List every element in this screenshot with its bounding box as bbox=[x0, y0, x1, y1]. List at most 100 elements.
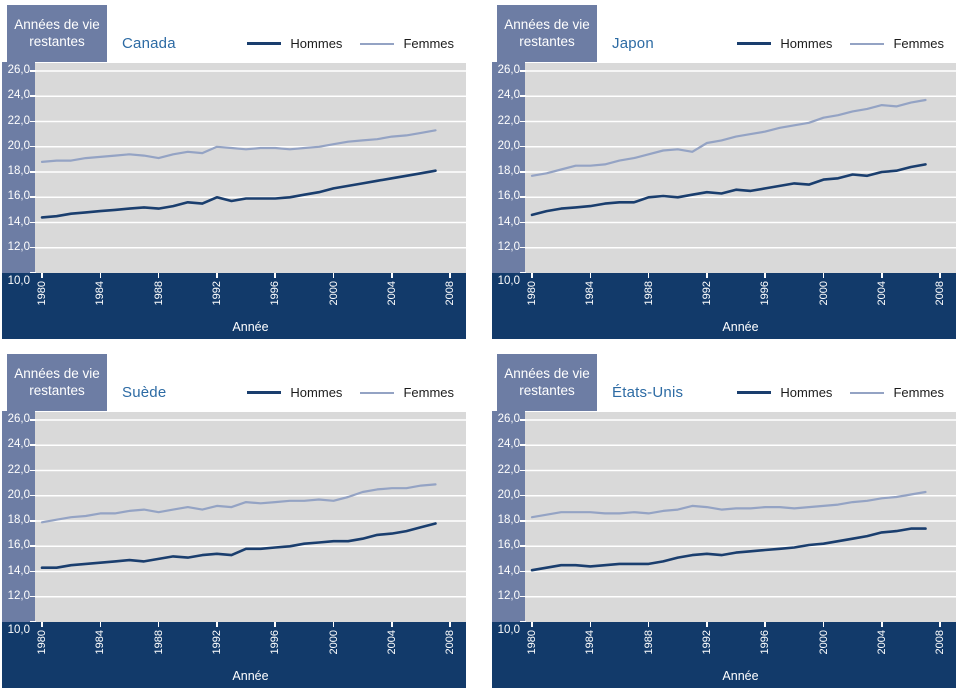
x-axis-tick-mark bbox=[706, 622, 708, 627]
y-axis-title-box: Années de vie restantes bbox=[497, 5, 597, 62]
x-axis-tick-label: 1988 bbox=[642, 281, 655, 306]
y-axis-band bbox=[2, 411, 35, 622]
hommes-line-sample bbox=[737, 391, 772, 394]
y-axis-title-line1: Années de vie bbox=[504, 17, 590, 32]
x-axis-tick-mark bbox=[764, 273, 766, 278]
legend-label-femmes: Femmes bbox=[403, 36, 454, 51]
y-axis-tick-label-min: 10,0 bbox=[497, 275, 520, 287]
x-axis-tick-mark bbox=[647, 273, 650, 278]
x-axis-tick-label: 1992 bbox=[210, 281, 223, 306]
hommes-series-line bbox=[40, 169, 437, 219]
x-axis-tick-mark bbox=[274, 622, 276, 627]
plot-area bbox=[525, 63, 956, 273]
x-axis-tick-mark bbox=[157, 622, 160, 627]
legend-label-femmes: Femmes bbox=[893, 385, 944, 400]
chart-panel-japon: Années de vie restantes Japon Hommes Fem… bbox=[492, 5, 956, 339]
x-axis-tick-label: 2000 bbox=[817, 630, 830, 655]
x-axis-tick-mark bbox=[764, 622, 766, 627]
x-axis-band: 10,0 Année 1980 1984 1988 1992 1996 2000 2004 2… bbox=[492, 273, 956, 339]
x-axis-tick-label: 2008 bbox=[934, 630, 947, 655]
x-axis-tick-label: 1980 bbox=[36, 630, 48, 655]
x-axis-tick-label: 1988 bbox=[152, 281, 165, 306]
y-axis-tick-label-min: 10,0 bbox=[497, 624, 520, 636]
x-axis-tick-label: 2008 bbox=[934, 281, 947, 306]
x-axis-tick-mark bbox=[881, 273, 883, 278]
x-axis-band: 10,0 Année 1980 1984 1988 1992 1996 2000 2004 2… bbox=[2, 273, 466, 339]
x-axis-tick-mark bbox=[706, 273, 708, 278]
x-axis-tick-mark bbox=[332, 273, 335, 278]
x-axis-tick-mark bbox=[157, 273, 160, 278]
x-axis-tick-label: 2000 bbox=[817, 281, 830, 306]
x-axis-tick-mark bbox=[822, 273, 825, 278]
x-axis-tick-label: 1992 bbox=[700, 630, 713, 655]
x-axis-tick-mark bbox=[449, 273, 451, 278]
x-axis-tick-label: 1980 bbox=[526, 630, 538, 655]
x-axis-tick-label: 1984 bbox=[94, 281, 107, 306]
x-axis-tick-label: 1996 bbox=[269, 281, 282, 306]
femmes-series-line bbox=[40, 483, 437, 524]
femmes-line-sample bbox=[360, 391, 395, 394]
line-chart bbox=[525, 419, 956, 598]
x-axis-tick-label: 2004 bbox=[385, 281, 398, 306]
chart-title: Canada bbox=[122, 35, 176, 52]
femmes-line-sample bbox=[360, 42, 395, 45]
x-axis-band: 10,0 Année 1980 1984 1988 1992 1996 2000 2004 2… bbox=[492, 622, 956, 688]
femmes-line-sample bbox=[850, 42, 885, 45]
x-axis-tick-mark bbox=[41, 273, 43, 278]
y-axis-tick-label-min: 10,0 bbox=[7, 275, 30, 287]
x-axis-title: Année bbox=[232, 669, 269, 683]
chart-title: Suède bbox=[122, 384, 167, 401]
x-axis-tick-label: 1996 bbox=[269, 630, 282, 655]
x-axis-tick-mark bbox=[391, 622, 393, 627]
x-axis-tick-label: 2004 bbox=[875, 281, 888, 306]
x-axis-tick-label: 1984 bbox=[584, 281, 597, 306]
hommes-line-sample bbox=[247, 391, 282, 394]
x-axis-title: Année bbox=[722, 320, 759, 334]
plot-area bbox=[525, 412, 956, 622]
x-axis-tick-mark bbox=[332, 622, 335, 627]
x-axis-tick-label: 1980 bbox=[526, 281, 538, 306]
x-axis-tick-mark bbox=[99, 273, 102, 278]
legend-label-hommes: Hommes bbox=[290, 385, 343, 400]
y-axis-title-line2: restantes bbox=[29, 383, 85, 398]
x-axis-tick-label: 1980 bbox=[36, 281, 48, 306]
x-axis-tick-label: 1984 bbox=[94, 630, 107, 655]
x-axis-tick-mark bbox=[216, 273, 218, 278]
hommes-line-sample bbox=[247, 42, 282, 45]
legend-label-femmes: Femmes bbox=[403, 385, 454, 400]
plot-area bbox=[35, 412, 466, 622]
plot-area bbox=[35, 63, 466, 273]
x-axis-tick-mark bbox=[99, 622, 102, 627]
y-axis-title-line1: Années de vie bbox=[504, 366, 590, 381]
x-axis-tick-mark bbox=[531, 273, 533, 278]
x-axis-tick-mark bbox=[449, 622, 451, 627]
x-axis-tick-label: 1992 bbox=[210, 630, 223, 655]
legend: Hommes Femmes bbox=[737, 36, 944, 51]
x-axis-tick-mark bbox=[41, 622, 43, 627]
chart-title: États-Unis bbox=[612, 384, 684, 401]
legend-label-hommes: Hommes bbox=[290, 36, 343, 51]
y-axis-band bbox=[2, 62, 35, 273]
hommes-series-line bbox=[530, 163, 927, 217]
chart-title: Japon bbox=[612, 35, 654, 52]
line-chart bbox=[35, 70, 466, 249]
x-axis-tick-mark bbox=[589, 273, 592, 278]
x-axis-tick-mark bbox=[647, 622, 650, 627]
y-axis-band bbox=[492, 62, 525, 273]
legend-label-hommes: Hommes bbox=[780, 385, 833, 400]
y-axis-title-box: Années de vie restantes bbox=[7, 354, 107, 411]
hommes-line-sample bbox=[737, 42, 772, 45]
legend: Hommes Femmes bbox=[247, 385, 454, 400]
x-axis-tick-mark bbox=[274, 273, 276, 278]
y-axis-title-box: Années de vie restantes bbox=[7, 5, 107, 62]
x-axis-tick-mark bbox=[822, 622, 825, 627]
femmes-series-line bbox=[530, 490, 927, 519]
femmes-line-sample bbox=[850, 391, 885, 394]
x-axis-title: Année bbox=[722, 669, 759, 683]
x-axis-tick-label: 2004 bbox=[875, 630, 888, 655]
line-chart bbox=[35, 419, 466, 598]
femmes-series-line bbox=[40, 129, 437, 164]
x-axis-tick-label: 1988 bbox=[642, 630, 655, 655]
x-axis-tick-label: 1996 bbox=[759, 281, 772, 306]
x-axis-tick-label: 1996 bbox=[759, 630, 772, 655]
